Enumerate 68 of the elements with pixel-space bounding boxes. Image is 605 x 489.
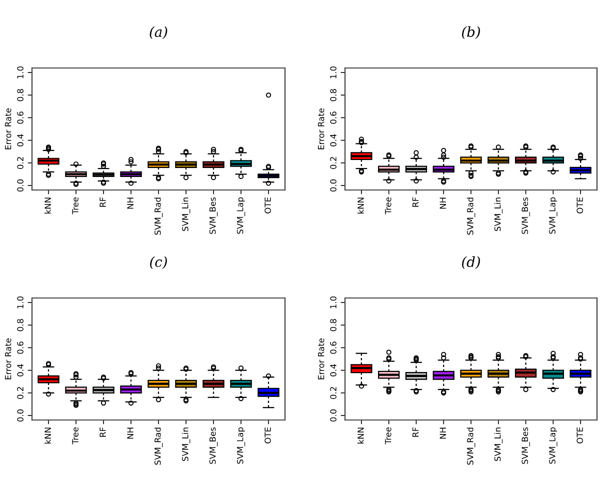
- x-tick-label: Tree: [385, 427, 392, 444]
- y-tick-label: 1.0: [17, 66, 24, 78]
- y-tick-label: 0.8: [17, 89, 24, 102]
- x-tick-label: SVM_Bes: [522, 197, 530, 234]
- x-tick-label: SVM_Lap: [549, 197, 558, 234]
- x-tick-label: SVM_Lin: [494, 428, 503, 461]
- y-axis-title: Error Rate: [5, 108, 12, 150]
- x-tick-label: SVM_Lap: [236, 197, 246, 234]
- y-tick-label: 0.0: [17, 409, 24, 422]
- x-tick-label: NH: [440, 428, 446, 439]
- chart-title: (b): [462, 26, 480, 39]
- y-tick-label: 1.0: [330, 296, 336, 308]
- x-tick-label: SVM_Bes: [522, 427, 530, 464]
- y-tick-label: 0.4: [17, 134, 24, 146]
- y-tick-label: 0.4: [330, 134, 336, 146]
- x-tick-label: SVM_Lin: [182, 428, 190, 461]
- y-tick-label: 0.2: [330, 387, 336, 399]
- x-tick-label: SVM_Bes: [209, 197, 218, 234]
- x-tick-label: SVM_Rad: [154, 198, 163, 235]
- x-tick-label: RF: [412, 427, 419, 437]
- x-tick-label: Tree: [72, 427, 78, 444]
- chart-title: (c): [150, 256, 167, 269]
- x-tick-label: SVM_Bes: [209, 427, 218, 464]
- x-tick-label: SVM_Lin: [182, 198, 190, 231]
- y-tick-label: 0.6: [17, 342, 24, 354]
- x-tick-label: RF: [412, 197, 419, 207]
- x-tick-label: kNN: [357, 198, 364, 214]
- x-tick-label: SVM_Lap: [236, 427, 246, 464]
- x-tick-label: SVM_Rad: [466, 198, 476, 235]
- x-tick-label: Tree: [72, 197, 78, 214]
- x-tick-label: SVM_Rad: [154, 428, 163, 465]
- x-tick-label: SVM_Lap: [549, 427, 558, 464]
- x-tick-label: SVM_Lin: [494, 198, 503, 231]
- chart-title: (a): [150, 26, 168, 39]
- y-tick-label: 0.6: [330, 112, 336, 124]
- y-tick-label: 0.2: [17, 157, 24, 169]
- y-tick-label: 0.4: [330, 364, 336, 376]
- x-tick-label: kNN: [44, 198, 51, 214]
- x-tick-label: NH: [127, 428, 134, 439]
- x-tick-label: RF: [100, 427, 106, 437]
- y-tick-label: 0.0: [330, 409, 336, 422]
- y-tick-label: 0.2: [330, 157, 336, 169]
- x-tick-label: RF: [100, 197, 106, 207]
- y-tick-label: 0.6: [17, 112, 24, 124]
- x-tick-label: OTE: [264, 197, 271, 214]
- x-tick-label: OTE: [576, 427, 583, 444]
- y-tick-label: 0.4: [17, 364, 24, 376]
- x-tick-label: NH: [440, 198, 446, 209]
- x-tick-label: kNN: [357, 428, 364, 444]
- y-tick-label: 0.0: [17, 179, 24, 192]
- y-axis-title: Error Rate: [318, 108, 324, 150]
- x-tick-label: OTE: [264, 427, 271, 444]
- y-axis-title: Error Rate: [5, 338, 12, 380]
- y-tick-label: 0.8: [17, 319, 24, 332]
- x-tick-label: OTE: [576, 197, 583, 214]
- y-tick-label: 0.8: [330, 89, 336, 102]
- y-tick-label: 1.0: [17, 296, 24, 308]
- x-tick-label: kNN: [44, 428, 51, 444]
- y-axis-title: Error Rate: [318, 338, 324, 380]
- y-tick-label: 0.8: [330, 319, 336, 332]
- x-tick-label: Tree: [385, 197, 392, 214]
- y-tick-label: 1.0: [330, 66, 336, 78]
- x-tick-label: NH: [127, 198, 134, 209]
- y-tick-label: 0.2: [17, 387, 24, 399]
- y-tick-label: 0.0: [330, 179, 336, 192]
- chart-title: (d): [462, 256, 480, 269]
- y-tick-label: 0.6: [330, 342, 336, 354]
- x-tick-label: SVM_Rad: [466, 428, 476, 465]
